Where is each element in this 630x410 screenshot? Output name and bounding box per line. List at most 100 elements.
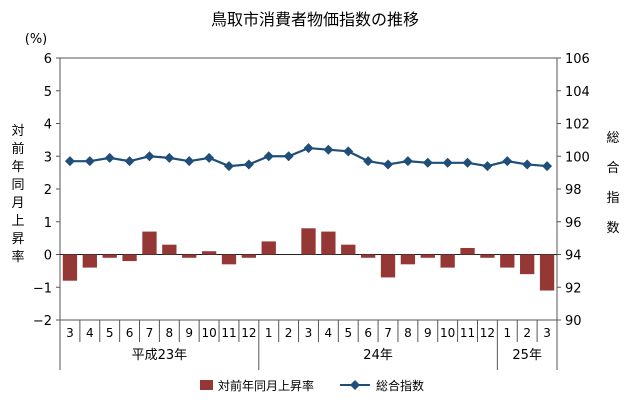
legend-line-marker: [350, 380, 360, 390]
bar: [460, 247, 475, 255]
left-axis-label-char: 昇: [11, 232, 24, 247]
left-axis-label: 対前年同月上昇率: [11, 124, 24, 265]
right-tick-label: 106: [565, 52, 590, 67]
category-label: 7: [384, 326, 392, 340]
category-label: 10: [201, 326, 216, 340]
bar: [261, 241, 276, 255]
bar-series: [62, 228, 555, 291]
left-tick-label: −2: [33, 314, 52, 329]
category-label: 4: [325, 326, 333, 340]
category-label: 5: [106, 326, 114, 340]
line-point: [204, 152, 215, 163]
legend-line-label: 総合指数: [376, 378, 424, 393]
line-point: [144, 151, 155, 162]
right-tick-label: 98: [565, 183, 582, 198]
left-axis-label-char: 上: [11, 214, 24, 229]
category-axis: 3 4 5 6 7 8 9 10 11 12 1 2 3 4 5 6 7 8 9 10 11 12 1 2 3: [59, 320, 558, 342]
category-label: 6: [126, 326, 134, 340]
left-tick-label: 0: [44, 249, 52, 264]
bar: [420, 254, 435, 258]
bar: [539, 254, 555, 291]
category-label: 7: [146, 326, 154, 340]
category-label: 8: [166, 326, 174, 340]
category-label: 1: [503, 326, 511, 340]
left-axis-label-char: 前: [11, 141, 24, 157]
category-label: 6: [364, 326, 372, 340]
category-label: 9: [185, 326, 193, 340]
right-tick-label: 96: [565, 216, 582, 231]
category-label: 9: [424, 326, 432, 340]
category-label: 2: [523, 326, 531, 340]
bar: [520, 254, 535, 275]
category-label: 5: [344, 326, 352, 340]
line-point: [522, 159, 533, 170]
right-tick-label: 100: [565, 150, 590, 165]
right-tick-label: 102: [565, 118, 590, 133]
line-series: [64, 143, 553, 172]
plot-area: [59, 57, 558, 321]
legend-bar-label: 対前年同月上昇率: [218, 378, 314, 393]
line-point: [84, 156, 95, 167]
bar: [62, 254, 78, 281]
bar: [380, 254, 396, 278]
bar: [201, 251, 217, 255]
bar: [321, 231, 336, 255]
line-point: [243, 159, 254, 170]
bar: [142, 231, 157, 255]
left-axis-ticks: 6 5 4 3 2 1 0 −1 −2: [33, 52, 60, 329]
right-tick-label: 104: [565, 85, 590, 100]
right-axis-label-char: 総: [606, 131, 619, 146]
category-label: 2: [285, 326, 293, 340]
right-axis-label: 総合指数: [606, 131, 619, 236]
bar: [400, 254, 416, 265]
bar: [182, 254, 197, 258]
left-tick-label: 2: [44, 183, 52, 198]
category-label: 11: [221, 326, 236, 340]
left-axis-label-char: 率: [11, 249, 24, 265]
bar: [241, 254, 257, 258]
right-axis-label-char: 合: [606, 161, 619, 176]
left-tick-label: 1: [44, 216, 52, 231]
category-label: 12: [241, 326, 256, 340]
line-point: [303, 143, 314, 154]
line-point: [64, 156, 75, 167]
bar: [440, 254, 455, 268]
category-label: 1: [265, 326, 273, 340]
line-point: [104, 152, 115, 163]
line-point: [263, 151, 274, 162]
left-axis-label-char: 同: [11, 178, 24, 193]
left-tick-label: 5: [44, 85, 52, 100]
bar: [480, 254, 495, 258]
line-point: [442, 157, 453, 168]
bar: [102, 254, 117, 258]
bar: [82, 254, 97, 268]
line-point: [164, 152, 175, 163]
left-tick-label: 4: [44, 118, 52, 133]
category-label: 11: [460, 326, 475, 340]
category-label: 3: [66, 326, 74, 340]
line-point: [542, 161, 553, 172]
group-label: 24年: [363, 348, 393, 363]
left-axis-label-char: 年: [11, 160, 24, 175]
line-point: [343, 146, 354, 157]
left-axis-unit: (%): [25, 32, 48, 47]
chart-title: 鳥取市消費者物価指数の推移: [211, 10, 419, 29]
line-point: [383, 159, 394, 170]
legend: 対前年同月上昇率 総合指数: [200, 378, 424, 393]
line-point: [422, 157, 433, 168]
group-label: 25年: [512, 348, 542, 363]
right-tick-label: 92: [565, 281, 582, 296]
bar: [162, 244, 177, 255]
right-axis-label-char: 数: [606, 221, 619, 236]
category-label: 3: [543, 326, 551, 340]
group-label: 平成23年: [132, 348, 188, 363]
right-tick-label: 90: [565, 314, 582, 329]
line-point: [283, 151, 294, 162]
bar: [301, 228, 316, 255]
bar: [122, 254, 137, 262]
line-point: [223, 161, 234, 172]
bar: [341, 244, 356, 255]
left-axis-label-char: 月: [11, 196, 24, 211]
line-point: [124, 156, 135, 167]
